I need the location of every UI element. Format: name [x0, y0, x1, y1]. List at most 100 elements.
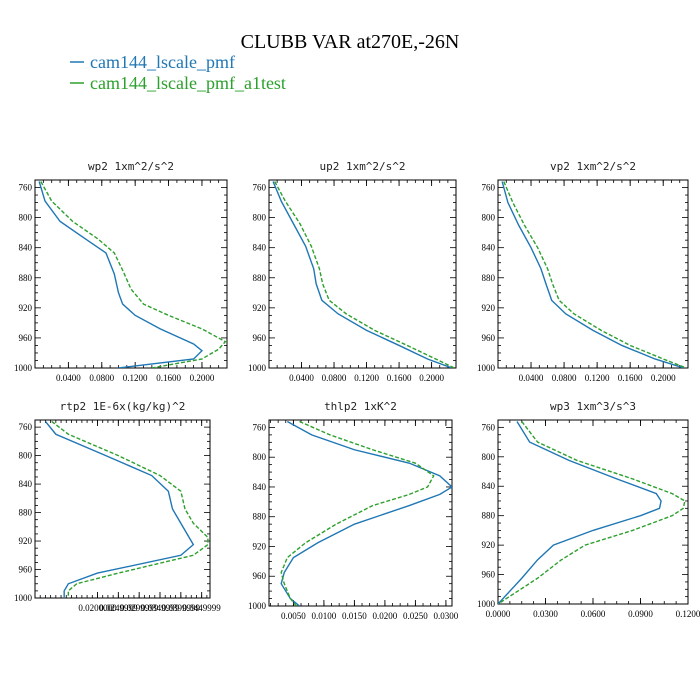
- series-line-1: [51, 420, 209, 598]
- x-tick-label: 0.1600: [618, 373, 643, 383]
- y-tick-label: 840: [253, 482, 267, 492]
- x-tick-label: 0.2000: [419, 373, 444, 383]
- legend-label-1: cam144_lscale_pmf_a1test: [90, 73, 286, 93]
- x-tick-label: 0.0600: [581, 609, 606, 619]
- y-tick-label: 880: [253, 512, 267, 522]
- y-tick-label: 920: [253, 303, 267, 313]
- x-tick-label: 0.0150: [342, 611, 367, 621]
- panel-title: vp2 1xm^2/s^2: [550, 160, 636, 173]
- plot-frame: [268, 419, 453, 607]
- x-tick-label: 0.0300: [434, 611, 459, 621]
- x-tick-label: 0.1600: [156, 373, 181, 383]
- plot-frame: [34, 179, 228, 369]
- series-line-1: [274, 181, 455, 368]
- series-line-0: [280, 420, 452, 606]
- y-tick-label: 960: [253, 571, 267, 581]
- y-tick-label: 1000: [14, 593, 33, 603]
- plot-frame: [497, 179, 689, 369]
- x-tick-label: 0.1200: [354, 373, 379, 383]
- y-tick-label: 800: [253, 452, 267, 462]
- legend-label-0: cam144_lscale_pmf: [90, 52, 235, 72]
- y-tick-label: 760: [19, 422, 33, 432]
- y-tick-label: 880: [19, 273, 33, 283]
- y-tick-label: 840: [19, 243, 33, 253]
- y-tick-label: 880: [482, 511, 496, 521]
- x-tick-label: 0.0200000: [78, 603, 117, 613]
- panel-grid: wp2 1xm^2/s^2 760 800 840 880 920 960 1000 0.040…: [14, 160, 700, 621]
- x-tick-label: 0.0349999: [141, 603, 180, 613]
- y-tick-label: 1000: [248, 363, 267, 373]
- panel-title: rtp2 1E-6x(kg/kg)^2: [60, 400, 186, 413]
- plot-frame: [34, 419, 211, 599]
- x-tick-label: 0.1200: [676, 609, 700, 619]
- y-tick-label: 960: [482, 570, 496, 580]
- x-tick-label: 0.1200: [585, 373, 610, 383]
- y-tick-label: 920: [253, 541, 267, 551]
- y-tick-label: 840: [482, 243, 496, 253]
- y-tick-label: 960: [19, 565, 33, 575]
- y-tick-label: 800: [253, 213, 267, 223]
- y-tick-label: 920: [19, 303, 33, 313]
- x-tick-label: 0.0000: [486, 609, 511, 619]
- y-tick-label: 760: [253, 422, 267, 432]
- panel-title: wp3 1xm^3/s^3: [550, 400, 636, 413]
- y-tick-label: 880: [253, 273, 267, 283]
- y-tick-label: 1000: [248, 601, 267, 611]
- y-tick-label: 880: [482, 273, 496, 283]
- series-line-1: [498, 421, 686, 604]
- plot-frame: [268, 179, 457, 369]
- panel-title: wp2 1xm^2/s^2: [88, 160, 174, 173]
- x-tick-label: 0.0400: [56, 373, 81, 383]
- x-tick-label: 0.0250: [403, 611, 428, 621]
- y-tick-label: 1000: [477, 599, 496, 609]
- series-line-0: [272, 181, 453, 368]
- series-line-1: [280, 420, 435, 606]
- panel-title: thlp2 1xK^2: [324, 400, 397, 413]
- y-tick-label: 760: [253, 183, 267, 193]
- x-tick-label: 0.0299999: [120, 603, 159, 613]
- series-line-0: [38, 181, 204, 368]
- panel-1: up2 1xm^2/s^2 760 800 840 880 920 960 1000 0.040…: [248, 160, 457, 383]
- series-line-0: [44, 420, 195, 598]
- panel-5: wp3 1xm^3/s^3 760 800 840 880 920 960 10000.000…: [477, 400, 700, 619]
- x-tick-label: 0.0300: [533, 609, 558, 619]
- panel-4: thlp2 1xK^2 760 800 840 880 920 960 1000 0.0050 0…: [248, 400, 459, 621]
- y-tick-label: 800: [482, 452, 496, 462]
- panel-title: up2 1xm^2/s^2: [319, 160, 405, 173]
- y-tick-label: 960: [482, 333, 496, 343]
- y-tick-label: 800: [482, 213, 496, 223]
- y-tick-label: 1000: [477, 363, 496, 373]
- y-tick-label: 920: [19, 536, 33, 546]
- x-tick-label: 0.2000: [651, 373, 676, 383]
- y-tick-label: 840: [253, 243, 267, 253]
- panel-0: wp2 1xm^2/s^2 760 800 840 880 920 960 1000 0.040…: [14, 160, 228, 383]
- x-tick-label: 0.0200: [373, 611, 398, 621]
- y-tick-label: 840: [482, 481, 496, 491]
- x-tick-label: 0.0400: [289, 373, 314, 383]
- y-tick-label: 800: [19, 451, 33, 461]
- y-tick-label: 760: [482, 183, 496, 193]
- panel-2: vp2 1xm^2/s^2 760 800 840 880 920 960 1000 0.040…: [477, 160, 689, 383]
- y-tick-label: 760: [19, 183, 33, 193]
- series-line-1: [40, 181, 227, 368]
- y-tick-label: 960: [253, 333, 267, 343]
- series-line-0: [498, 421, 662, 604]
- x-tick-label: 0.0449999: [183, 603, 222, 613]
- y-tick-label: 800: [19, 213, 33, 223]
- y-tick-label: 960: [19, 333, 33, 343]
- x-tick-label: 0.0800: [552, 373, 577, 383]
- x-tick-label: 0.0800: [322, 373, 347, 383]
- series-line-0: [501, 181, 685, 368]
- y-tick-label: 1000: [14, 363, 33, 373]
- y-tick-label: 920: [482, 540, 496, 550]
- x-tick-label: 0.1600: [387, 373, 412, 383]
- x-tick-label: 0.0400: [519, 373, 544, 383]
- legend: cam144_lscale_pmf cam144_lscale_pmf_a1te…: [70, 52, 286, 93]
- x-tick-label: 0.0399999: [162, 603, 201, 613]
- x-tick-label: 0.2000: [190, 373, 215, 383]
- y-tick-label: 880: [19, 508, 33, 518]
- x-tick-label: 0.0249999: [99, 603, 138, 613]
- x-tick-label: 0.0050: [281, 611, 306, 621]
- x-tick-label: 0.0800: [89, 373, 114, 383]
